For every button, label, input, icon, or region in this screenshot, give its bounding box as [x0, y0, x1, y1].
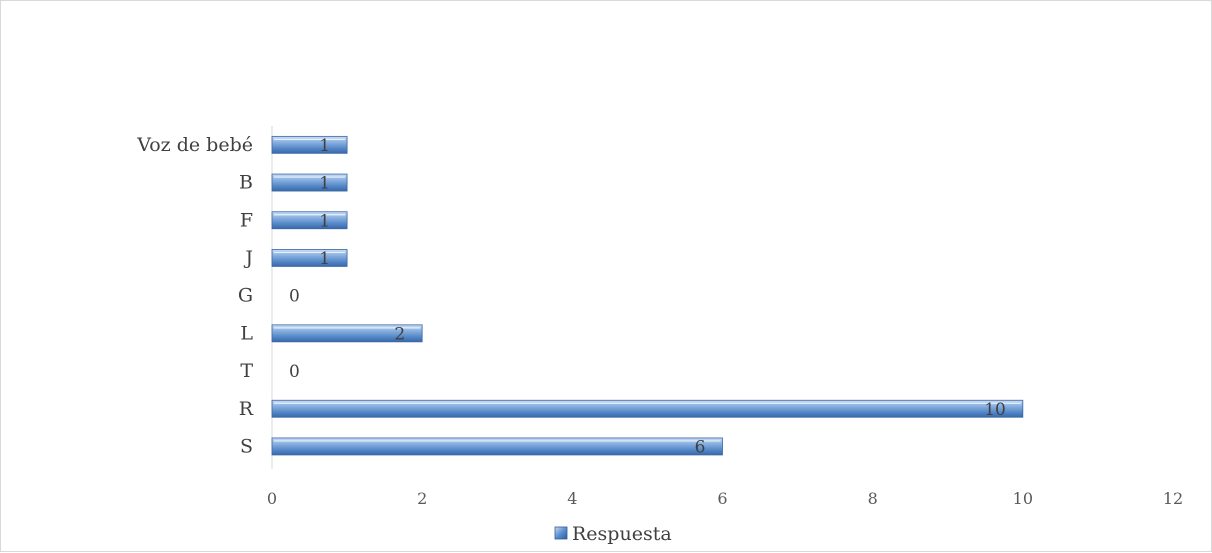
bar: [271, 437, 723, 456]
legend-label: Respuesta: [572, 523, 672, 545]
x-axis-tick-labels: 0 2 4 6 8 10 12: [267, 489, 1183, 508]
x-tick-label: 8: [868, 489, 878, 508]
data-label: 1: [319, 136, 330, 156]
category-label: G: [238, 285, 253, 307]
data-label: 0: [289, 362, 300, 382]
bar: [271, 135, 348, 154]
x-tick-label: 2: [417, 489, 427, 508]
category-label: B: [239, 172, 253, 194]
bars-layer: [271, 135, 1024, 456]
bar: [271, 399, 1024, 418]
legend-swatch: [554, 526, 568, 540]
category-label: L: [240, 322, 253, 344]
bar: [271, 324, 423, 343]
category-label: S: [240, 435, 253, 457]
data-label: 1: [319, 174, 330, 194]
category-label: T: [240, 360, 253, 382]
x-tick-label: 0: [267, 489, 277, 508]
category-label: J: [243, 247, 253, 269]
bar: [271, 211, 348, 230]
bar: [271, 173, 348, 192]
data-label: 1: [319, 211, 330, 231]
x-tick-label: 12: [1163, 489, 1183, 508]
data-label: 6: [695, 437, 706, 457]
bar: [271, 249, 348, 267]
legend: Respuesta: [554, 523, 672, 545]
category-label: Voz de bebé: [136, 134, 253, 156]
data-label: 10: [984, 400, 1006, 420]
x-tick-label: 10: [1013, 489, 1033, 508]
data-label: 0: [289, 287, 300, 307]
category-label: F: [240, 209, 253, 231]
data-label: 2: [394, 324, 405, 344]
x-tick-label: 6: [717, 489, 727, 508]
data-label: 1: [319, 249, 330, 269]
x-tick-label: 4: [567, 489, 577, 508]
category-label: R: [239, 398, 254, 420]
